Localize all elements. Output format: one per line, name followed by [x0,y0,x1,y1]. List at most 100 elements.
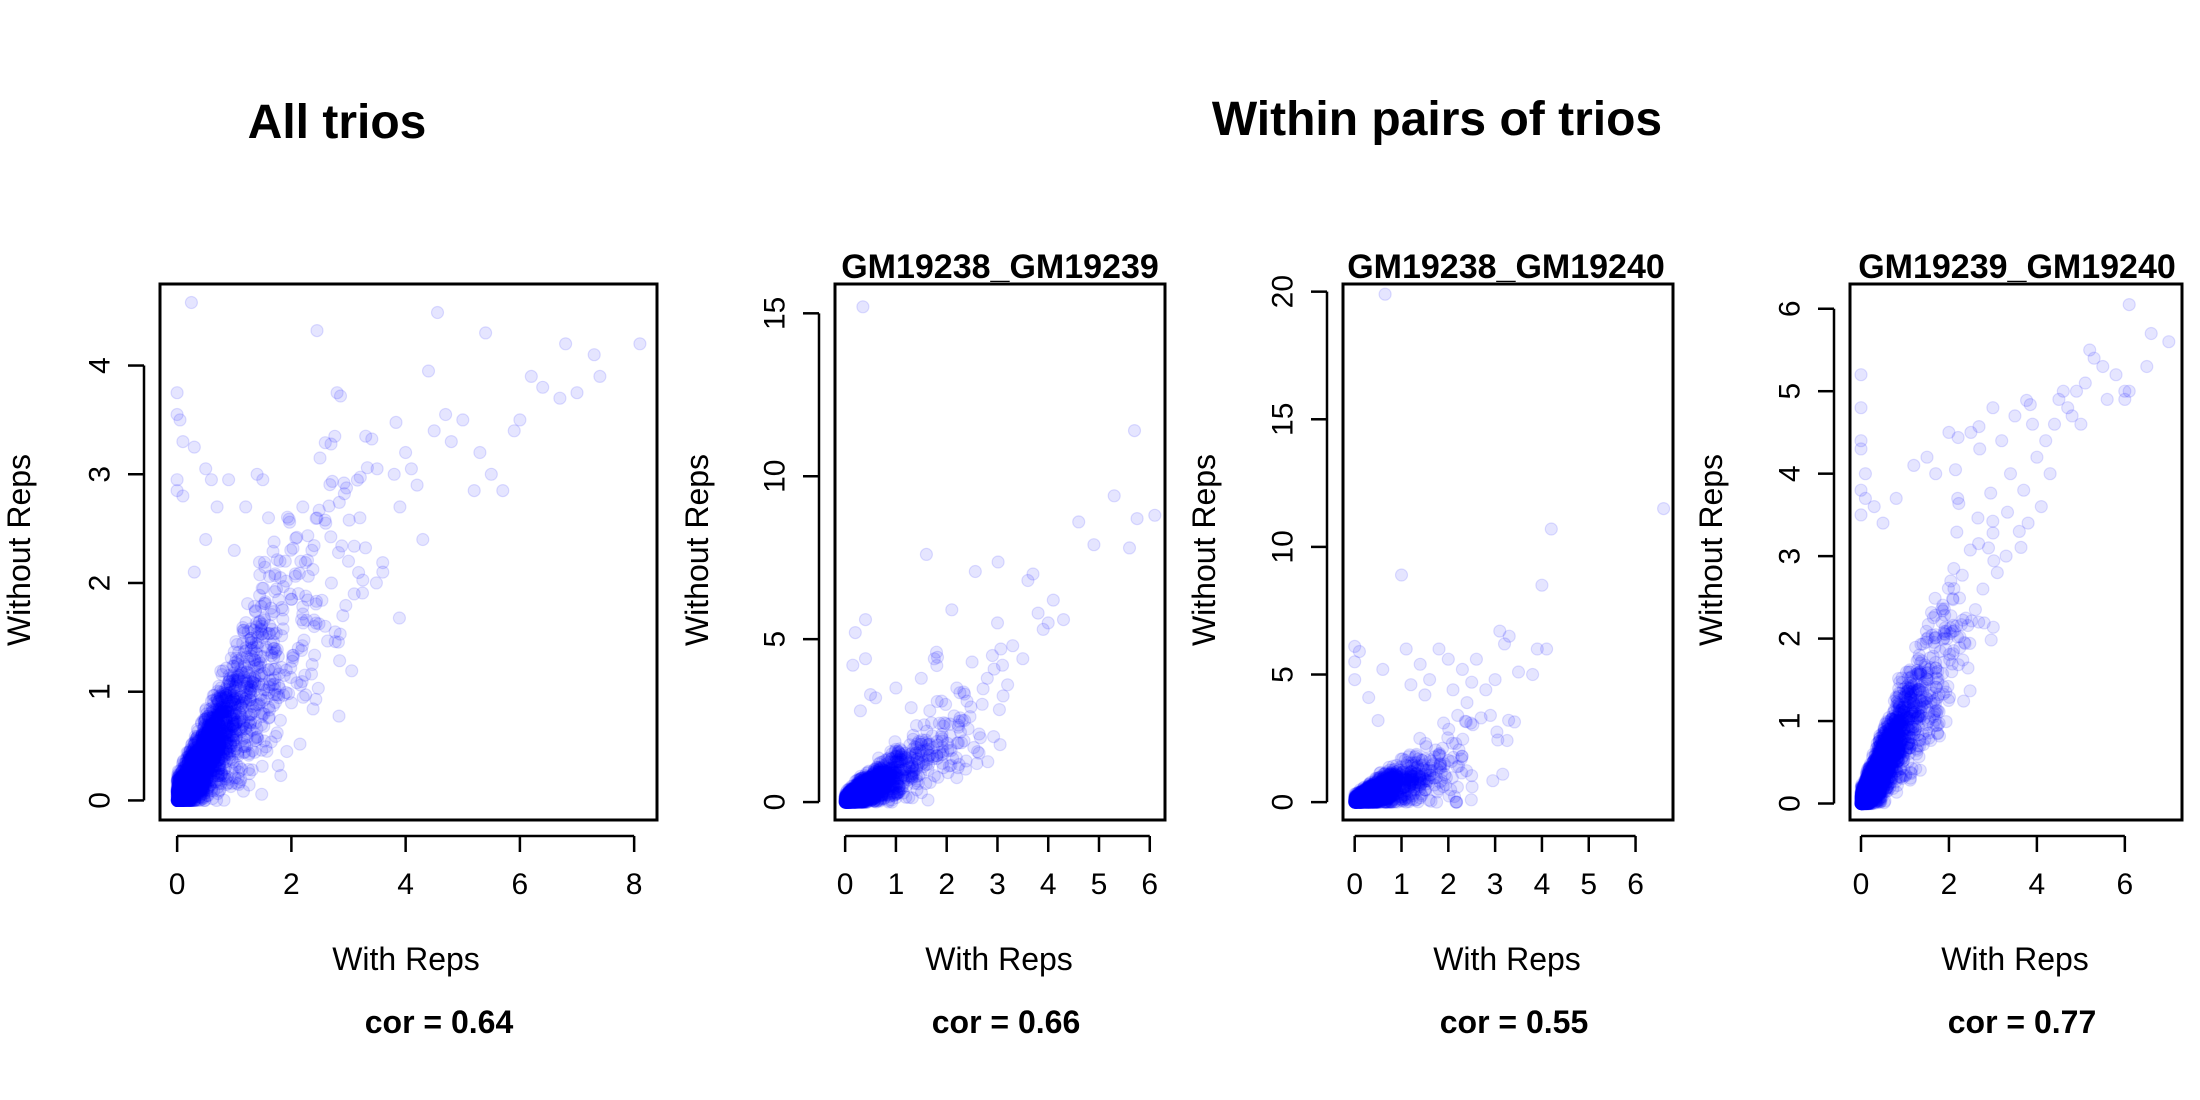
x-axis-label: With Reps [925,941,1073,977]
data-point [315,593,329,607]
data-point [171,788,185,803]
data-point [203,711,217,725]
data-point [181,753,195,768]
data-point [211,740,226,755]
data-point [188,736,202,750]
data-point [175,793,189,808]
data-point [176,435,190,449]
data-point [199,728,213,742]
data-point [286,648,300,663]
data-point [299,613,314,627]
data-point [856,787,870,801]
data-point [341,554,356,568]
data-point [283,515,297,529]
data-point [174,793,188,808]
data-point [227,744,241,758]
data-point [968,564,982,579]
data-point [260,683,274,697]
data-point [219,711,233,726]
data-point [177,780,191,795]
data-point [183,772,197,787]
data-point [244,643,258,657]
data-point [198,742,212,756]
data-point [846,658,860,672]
data-point [211,715,225,730]
data-point [914,671,928,685]
data-point [194,769,208,784]
data-point [189,760,203,774]
data-point [192,763,206,777]
data-point [297,633,311,647]
data-point [194,785,208,800]
data-point [183,793,198,808]
data-point [175,782,189,796]
points-layer [170,295,647,808]
data-point [226,719,240,734]
data-point [263,703,277,717]
data-point [189,774,203,788]
data-point [856,300,870,314]
data-point [238,738,252,752]
data-point [213,761,227,775]
data-point [307,619,321,634]
data-point [184,295,198,310]
data-point [188,793,202,807]
data-point [268,646,282,660]
data-point [198,755,212,769]
data-point [178,781,192,795]
data-point [211,769,225,783]
y-axis-label: Without Reps [679,454,715,646]
data-point [180,768,194,782]
y-tick-label: 5 [759,631,792,648]
data-point [306,562,320,577]
data-point [171,770,185,785]
data-point [170,781,184,795]
data-point [199,749,213,763]
data-point [187,777,201,791]
data-point [201,760,215,774]
data-point [199,711,213,726]
data-point [184,783,198,798]
data-point [178,793,192,807]
data-point [179,770,193,784]
data-point [192,741,206,755]
data-point [244,689,258,704]
data-point [177,782,191,796]
data-point [173,773,187,787]
data-point [284,592,298,606]
data-point [176,792,190,806]
data-point [212,745,226,759]
panel-title: GM19238_GM19239 [841,248,1159,286]
panel-title: GM19238_GM19240 [1347,248,1665,286]
data-point [189,790,203,804]
data-point [404,462,418,476]
data-point [226,671,240,686]
data-point [1087,538,1101,552]
data-point [186,778,200,793]
data-point [342,513,356,527]
data-point [231,658,245,672]
data-point [226,716,241,730]
data-point [179,792,193,806]
data-point [206,748,220,762]
data-point [176,763,190,778]
data-point [177,790,191,805]
data-point [185,786,199,801]
x-tick-label: 6 [512,868,529,901]
data-point [190,783,204,797]
data-point [179,771,193,786]
data-point [197,793,212,808]
data-point [207,734,222,748]
data-point [234,772,248,787]
data-point [473,445,487,460]
data-point [203,733,217,747]
data-point [243,722,257,736]
data-point [186,748,200,763]
y-tick-label: 10 [759,460,792,493]
data-point [249,733,263,748]
data-point [183,767,197,781]
data-point [229,758,244,772]
data-point [200,765,214,779]
data-point [282,686,296,701]
data-point [174,784,189,798]
